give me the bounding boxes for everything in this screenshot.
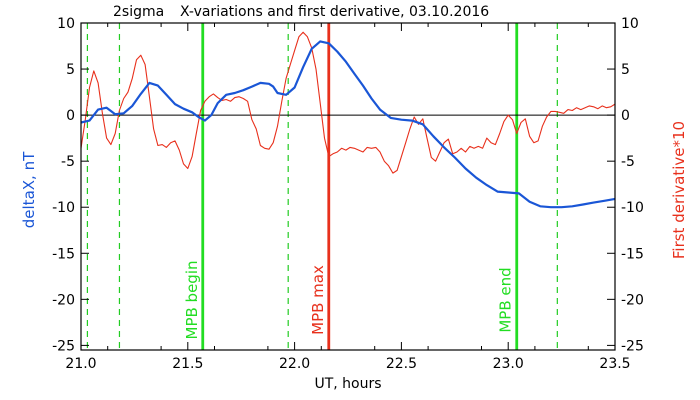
corner-label: 2sigma (113, 4, 164, 20)
y-tick-label-left: -20 (52, 292, 75, 308)
y-tick-label-right: 0 (621, 108, 630, 124)
plot-area (81, 23, 615, 350)
y-tick-label-right: -20 (621, 292, 644, 308)
mpb-end-label: MPB end (497, 267, 515, 332)
y-tick-label-right: -25 (621, 338, 644, 354)
plot-frame (80, 22, 616, 351)
y-tick-label-left: -10 (52, 200, 75, 216)
axes-layer: 21.0 21.5 22.0 22.5 23.0 23.5 10 10 5 5 0 0 -5 -5 -10 -… (52, 16, 644, 372)
deltax-series-line (80, 40, 616, 209)
y-tick-label-right: -5 (621, 154, 635, 170)
y-tick-label-left: 5 (66, 62, 75, 78)
markers-layer: MPB begin MPB max MPB end (86, 23, 558, 350)
y-tick-label-right: -10 (621, 200, 644, 216)
y-tick-label-left: -25 (52, 338, 75, 354)
mpb-max-label: MPB max (309, 265, 327, 335)
x-tick-label: 21.0 (65, 356, 96, 372)
mpb-begin-label: MPB begin (183, 261, 201, 340)
x-axis-label: UT, hours (314, 376, 381, 392)
y-tick-label-left: 10 (57, 16, 75, 32)
y-tick-label-left: 0 (66, 108, 75, 124)
chart-title: X-variations and first derivative, 03.10… (180, 4, 489, 20)
y-axis-label-right: First derivative*10 (670, 121, 688, 259)
x-tick-label: 22.5 (386, 356, 417, 372)
y-axis-label-left: deltaX, nT (20, 151, 38, 228)
y-tick-label-right: 10 (621, 16, 639, 32)
x-tick-label: 23.5 (599, 356, 630, 372)
y-tick-label-right: 5 (621, 62, 630, 78)
y-tick-label-left: -15 (52, 246, 75, 262)
x-tick-label: 23.0 (493, 356, 524, 372)
x-tick-label: 22.0 (279, 356, 310, 372)
y-tick-label-right: -15 (621, 246, 644, 262)
derivative-series-line (80, 31, 616, 174)
series-layer (80, 31, 616, 209)
x-tick-label: 21.5 (172, 356, 203, 372)
y-tick-label-left: -5 (61, 154, 75, 170)
